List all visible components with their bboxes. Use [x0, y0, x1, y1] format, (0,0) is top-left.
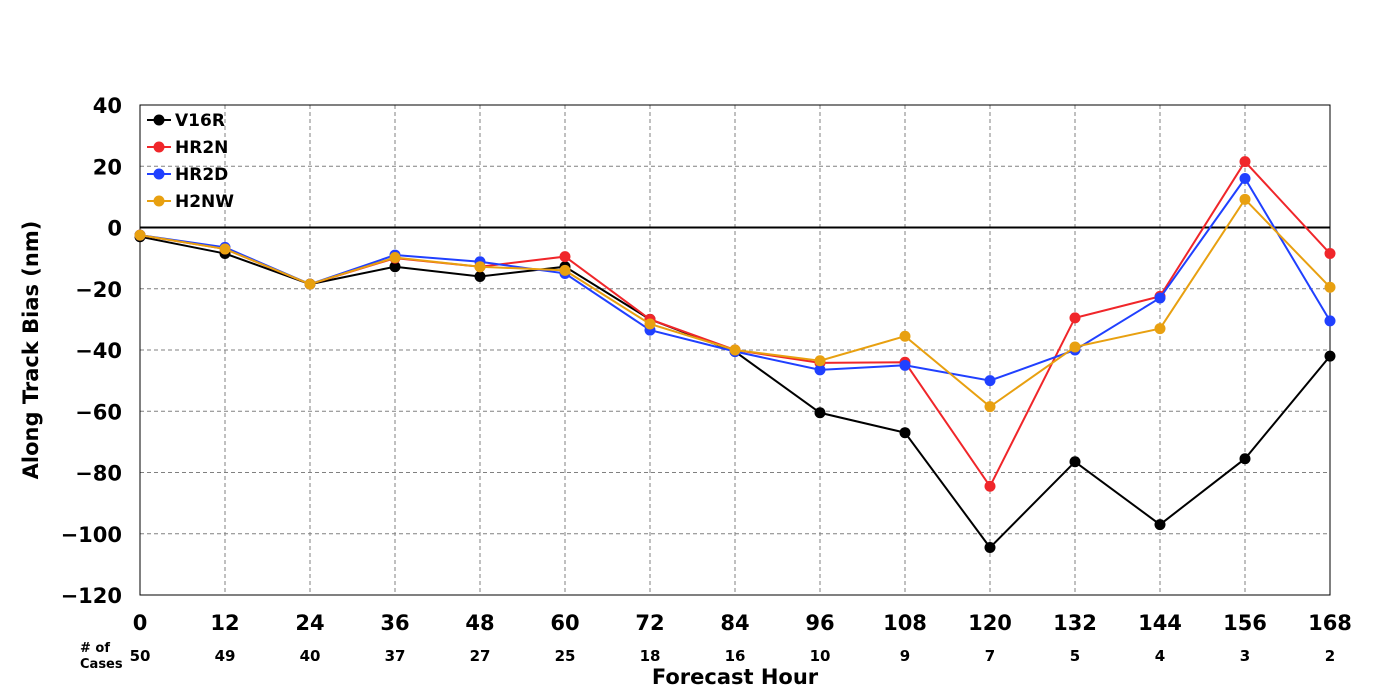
x-tick-label: 24 [295, 611, 324, 635]
case-count: 25 [555, 647, 576, 665]
legend-label: V16R [175, 111, 225, 131]
legend-entry-hr2n: HR2N [147, 138, 228, 158]
legend-marker [153, 114, 165, 126]
data-point [474, 261, 486, 273]
case-count: 2 [1325, 647, 1335, 665]
legend-entry-hr2d: HR2D [147, 165, 228, 185]
data-point [814, 355, 826, 367]
x-axis-title: Forecast Hour [652, 665, 819, 689]
data-point [304, 278, 316, 290]
legend: V16R HR2N HR2D H2NW [147, 111, 234, 212]
case-count: 4 [1155, 647, 1165, 665]
data-point [899, 330, 911, 342]
cases-label-line2: Cases [80, 657, 123, 672]
x-tick-label: 108 [883, 611, 927, 635]
x-tick-label: 144 [1138, 611, 1182, 635]
y-tick-label: −20 [75, 278, 122, 302]
legend-marker [153, 168, 165, 180]
data-point [984, 375, 996, 387]
case-count: 5 [1070, 647, 1080, 665]
legend-label: HR2N [175, 138, 228, 158]
data-point [1154, 519, 1166, 531]
data-point [1324, 350, 1336, 362]
y-tick-label: 40 [93, 94, 122, 118]
x-tick-label: 84 [720, 611, 749, 635]
data-point [474, 271, 486, 282]
x-tick-label: 12 [210, 611, 239, 635]
data-point [899, 427, 911, 439]
x-tick-label: 0 [133, 611, 148, 635]
y-tick-label: −80 [75, 462, 122, 486]
y-tick-label: −100 [61, 523, 122, 547]
x-tick-label: 36 [380, 611, 409, 635]
x-tick-label: 120 [968, 611, 1012, 635]
data-point [1324, 281, 1336, 293]
y-tick-label: −60 [75, 400, 122, 424]
data-point [134, 229, 146, 241]
case-count: 3 [1240, 647, 1250, 665]
legend-label: HR2D [175, 165, 228, 185]
case-count: 37 [385, 647, 406, 665]
data-point [1239, 156, 1251, 168]
data-point [1239, 193, 1251, 205]
data-point [984, 542, 996, 554]
case-counts: 50 49 40 37 27 25 18 16 10 9 7 5 4 3 2 [130, 647, 1336, 665]
case-count: 40 [300, 647, 321, 665]
x-tick-label: 168 [1308, 611, 1352, 635]
data-point [559, 264, 571, 276]
data-point [814, 407, 826, 419]
data-point [389, 261, 401, 273]
data-point [1069, 312, 1081, 324]
x-tick-label: 72 [635, 611, 664, 635]
cases-label-line1: # of [80, 641, 110, 656]
data-point [1324, 315, 1336, 327]
legend-marker [153, 141, 165, 153]
x-tick-label: 48 [465, 611, 494, 635]
data-point [1154, 323, 1166, 335]
legend-entry-h2nw: H2NW [147, 192, 234, 212]
data-point [1324, 248, 1336, 260]
legend-entry-v16r: V16R [147, 111, 225, 131]
case-count: 16 [725, 647, 746, 665]
y-tick-label: 20 [93, 155, 122, 179]
y-tick-label: −120 [61, 584, 122, 608]
data-point [559, 251, 571, 263]
data-point [1154, 292, 1166, 304]
plot-frame [139, 104, 1331, 596]
x-tick-label: 132 [1053, 611, 1097, 635]
case-count: 49 [215, 647, 236, 665]
y-tick-labels: 40 20 0 −20 −40 −60 −80 −100 −120 [61, 94, 122, 608]
y-tick-label: −40 [75, 339, 122, 363]
case-count: 50 [130, 647, 151, 665]
data-point [1069, 341, 1081, 353]
series-lines [134, 156, 1336, 554]
data-point [644, 318, 656, 330]
case-count: 18 [640, 647, 661, 665]
case-count: 27 [470, 647, 491, 665]
data-point [1239, 173, 1251, 184]
y-axis-title: Along Track Bias (nm) [19, 221, 43, 480]
series-h2nw [134, 193, 1336, 413]
y-tick-label: 0 [107, 217, 122, 241]
case-count: 9 [900, 647, 910, 665]
data-point [389, 252, 401, 264]
data-point [899, 359, 911, 371]
legend-marker [153, 195, 165, 207]
data-point [729, 344, 741, 356]
legend-label: H2NW [175, 192, 234, 212]
data-point [1239, 453, 1251, 465]
data-point [814, 364, 826, 376]
data-point [984, 401, 996, 413]
x-tick-labels: 0 12 24 36 48 60 72 84 96 108 120 132 144 156 168 [133, 611, 1352, 635]
data-point [219, 243, 231, 255]
x-tick-label: 60 [550, 611, 579, 635]
x-tick-label: 156 [1223, 611, 1267, 635]
data-point [984, 480, 996, 492]
data-point [1069, 456, 1081, 468]
case-count: 7 [985, 647, 995, 665]
x-tick-label: 96 [805, 611, 834, 635]
case-count: 10 [810, 647, 831, 665]
